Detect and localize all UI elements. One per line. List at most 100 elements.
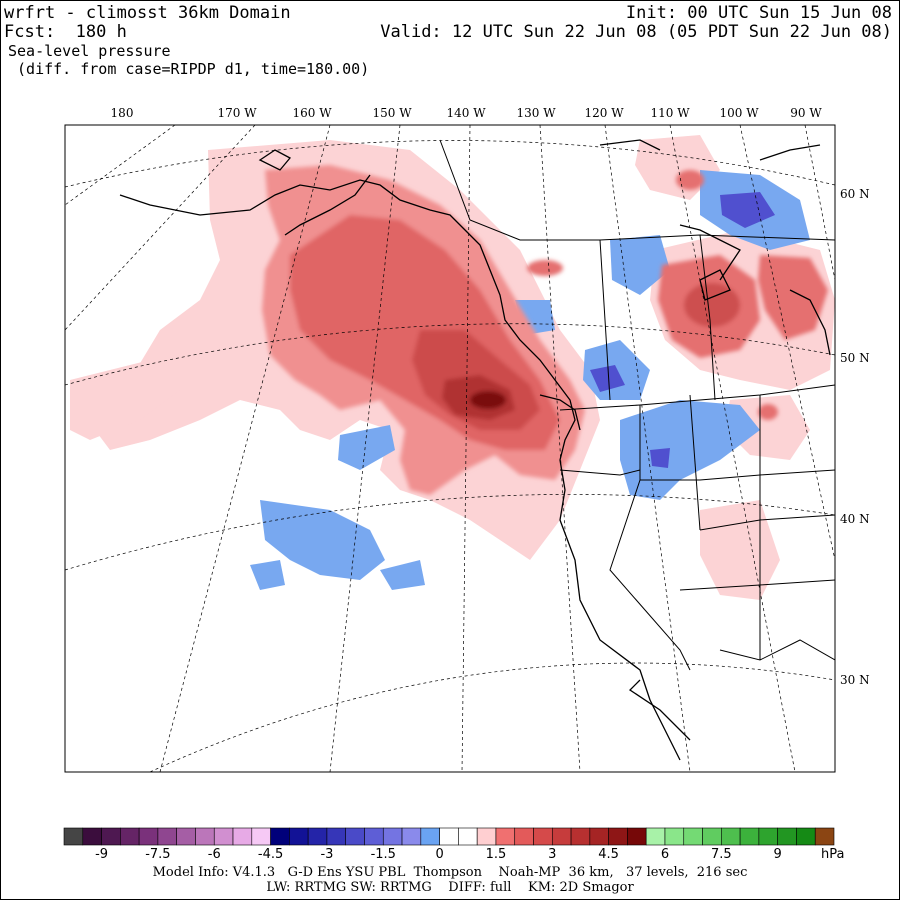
colorbar-units: hPa <box>821 847 844 862</box>
lon-label: 90 W <box>790 106 822 120</box>
colorbar-swatch <box>739 827 760 846</box>
colorbar-tick-label: -4.5 <box>258 847 283 862</box>
colorbar-tick-label: 7.5 <box>711 847 732 862</box>
diff-description: (diff. from case=RIPDP d1, time=180.00) <box>8 60 370 78</box>
colorbar-swatch <box>570 827 591 846</box>
colorbar-swatch <box>251 827 271 846</box>
colorbar-swatch <box>270 827 290 846</box>
colorbar-swatch <box>420 827 440 846</box>
shading-light-negative <box>610 235 670 295</box>
shading-mid-negative <box>720 192 775 228</box>
colorbar-swatch <box>476 827 497 846</box>
colorbar-swatch <box>157 827 177 846</box>
political-boundaries <box>439 139 835 671</box>
colorbar-swatch <box>307 827 328 846</box>
lon-label: 160 W <box>292 106 332 120</box>
colorbar-swatch <box>82 827 102 846</box>
colorbar-swatch <box>645 827 666 846</box>
colorbar-swatch <box>176 827 196 846</box>
lat-label: 30 N <box>840 673 870 687</box>
colorbar-tick-label: 9 <box>774 847 782 862</box>
shading-positive-max <box>470 391 506 409</box>
shading-light-negative <box>380 560 425 590</box>
colorbar-tick-labels: -9 -7.5 -6 -4.5 -3 -1.5 0 1.5 3 4.5 6 7.5 9 <box>95 847 782 862</box>
colorbar-swatch <box>120 827 140 846</box>
colorbar-swatch <box>721 827 741 846</box>
colorbar-swatch <box>138 827 159 846</box>
shading-mid-negative <box>650 448 670 468</box>
colorbar-swatch <box>702 827 722 846</box>
colorbar-tick-label: -7.5 <box>145 847 170 862</box>
colorbar-tick-label: 0 <box>435 847 443 862</box>
model-title: wrfrt - climosst 36km Domain <box>4 3 291 23</box>
shading-positive-1.5 <box>758 404 778 420</box>
colorbar-tick-label: -6 <box>208 847 221 862</box>
colorbar-swatch <box>608 827 628 846</box>
colorbar-tick-label: 4.5 <box>598 847 619 862</box>
colorbar-swatch <box>533 827 553 846</box>
colorbar-swatch <box>439 827 459 846</box>
shading-positive-1.5 <box>527 260 563 276</box>
shading-light-negative <box>250 560 285 590</box>
lat-label: 60 N <box>840 187 870 201</box>
map-plot-area <box>65 125 835 772</box>
colorbar-swatch <box>589 827 609 846</box>
shading-positive-1.5 <box>676 170 704 190</box>
colorbar-swatch <box>195 827 215 846</box>
valid-time: Valid: 12 UTC Sun 22 Jun 08 (05 PDT Sun … <box>380 22 892 42</box>
shading-light-positive <box>725 395 810 460</box>
model-info-line2: LW: RRTMG SW: RRTMG DIFF: full KM: 2D Sm… <box>266 880 634 895</box>
colorbar-swatch <box>495 827 516 846</box>
colorbar-swatch <box>664 827 685 846</box>
colorbar-swatch <box>401 827 422 846</box>
colorbar-swatch <box>683 827 703 846</box>
colorbar-swatch <box>364 827 384 846</box>
colorbar-swatch <box>382 827 403 846</box>
colorbar-swatch <box>326 827 347 846</box>
colorbar-swatch <box>213 827 234 846</box>
shading-light-negative <box>260 500 385 580</box>
colorbar-swatch <box>814 827 835 846</box>
lon-label: 140 W <box>446 106 486 120</box>
model-info-line1: Model Info: V4.1.3 G-D Ens YSU PBL Thomp… <box>152 865 748 880</box>
lat-label: 50 N <box>840 351 870 365</box>
colorbar <box>63 827 835 846</box>
colorbar-swatch <box>551 827 572 846</box>
longitude-labels: 180 170 W 160 W 150 W 140 W 130 W 120 W … <box>111 106 823 120</box>
init-time: Init: 00 UTC Sun 15 Jun 08 <box>625 3 892 23</box>
colorbar-swatch <box>63 827 84 846</box>
colorbar-swatch <box>627 827 647 846</box>
lon-label: 120 W <box>584 106 624 120</box>
graticule <box>65 125 835 772</box>
forecast-hour: Fcst: 180 h <box>4 22 127 42</box>
map-border <box>64 124 836 773</box>
colorbar-swatch <box>232 827 253 846</box>
colorbar-tick-label: 3 <box>548 847 556 862</box>
lon-label: 110 W <box>650 106 690 120</box>
colorbar-swatch <box>289 827 309 846</box>
lon-label: 170 W <box>217 106 257 120</box>
colorbar-tick-label: 6 <box>661 847 669 862</box>
colorbar-swatch <box>514 827 534 846</box>
shading-light-positive <box>70 360 180 440</box>
colorbar-tick-label: 1.5 <box>486 847 507 862</box>
shading-positive-3 <box>684 283 740 327</box>
colorbar-swatch <box>758 827 778 846</box>
lat-label: 40 N <box>840 512 870 526</box>
latitude-labels: 60 N 50 N 40 N 30 N <box>840 187 870 687</box>
lon-label: 180 <box>111 106 134 120</box>
lon-label: 150 W <box>372 106 412 120</box>
shading-light-negative <box>338 425 395 470</box>
lon-label: 130 W <box>516 106 556 120</box>
colorbar-tick-label: -1.5 <box>371 847 396 862</box>
coastlines <box>119 139 831 761</box>
field-name: Sea-level pressure <box>8 42 171 60</box>
shading-light-negative <box>620 400 760 500</box>
colorbar-swatch <box>796 827 816 846</box>
lon-label: 100 W <box>719 106 759 120</box>
colorbar-swatch <box>777 827 797 846</box>
colorbar-tick-label: -9 <box>95 847 108 862</box>
colorbar-swatch <box>345 827 365 846</box>
shading-positive-1.5 <box>758 255 828 340</box>
